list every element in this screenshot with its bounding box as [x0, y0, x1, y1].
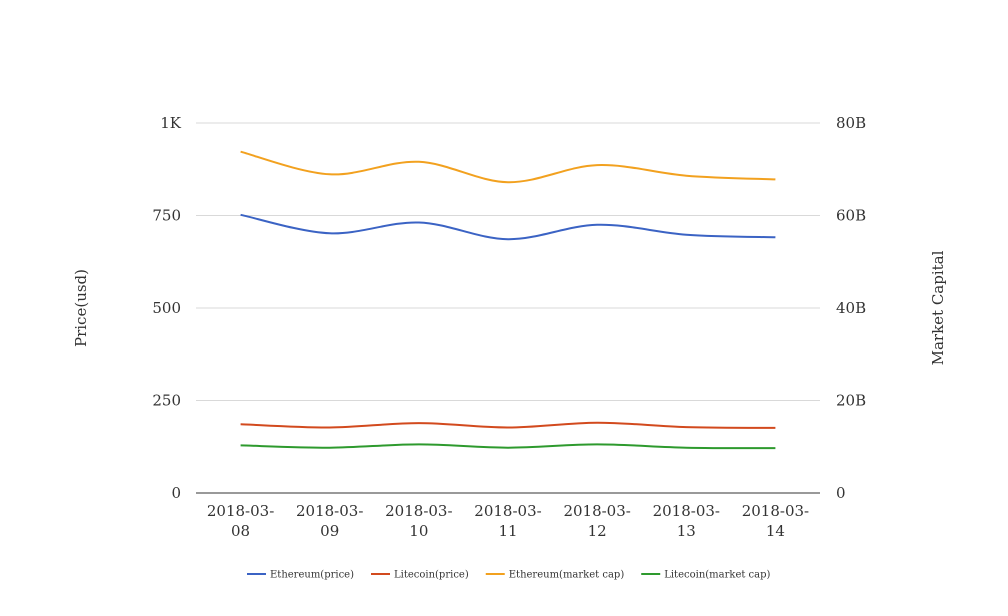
gridlines [196, 122, 820, 494]
left-axis-tick-label: 0 [171, 484, 181, 502]
right-axis-tick-label: 60B [836, 207, 866, 225]
left-axis-ticks: 0 250 500 750 1K [152, 114, 181, 502]
series-line-ethereum-market-cap [240, 150, 776, 184]
x-axis-tick-label: 2018-03-14 [742, 502, 809, 540]
series-line-litecoin-price [240, 421, 776, 429]
left-axis-tick-label: 250 [152, 392, 181, 410]
series-line-ethereum-price [240, 213, 776, 241]
left-axis-tick-label: 750 [152, 207, 181, 225]
right-axis-tick-label: 0 [836, 484, 846, 502]
left-axis-tick-label: 500 [152, 299, 181, 317]
right-axis-tick-label: 40B [836, 299, 866, 317]
x-axis-tick-label: 2018-03-10 [385, 502, 452, 540]
right-axis-tick-label: 20B [836, 392, 866, 410]
legend-item-ethereum-market-cap: Ethereum(market cap) [485, 570, 625, 581]
x-axis-tick-label: 2018-03-11 [474, 502, 541, 540]
x-axis-tick-label: 2018-03-13 [653, 502, 720, 540]
x-axis-tick-label: 2018-03-08 [207, 502, 274, 540]
x-axis-tick-label: 2018-03-09 [296, 502, 363, 540]
left-axis-title: Price(usd) [72, 269, 90, 347]
legend-item-litecoin-market-cap: Litecoin(market cap) [641, 570, 771, 581]
x-axis-ticks: 2018-03-08 2018-03-09 2018-03-10 2018-03-11… [207, 502, 809, 540]
left-axis-tick-label: 1K [160, 114, 182, 132]
right-axis-tick-label: 80B [836, 114, 866, 132]
legend-item-ethereum-price: Ethereum(price) [247, 570, 354, 581]
legend-label: Litecoin(price) [394, 570, 469, 581]
legend-label: Ethereum(price) [270, 570, 354, 581]
series-line-litecoin-market-cap [240, 443, 776, 450]
series-lines [240, 150, 776, 450]
legend-item-litecoin-price: Litecoin(price) [371, 570, 469, 581]
right-axis-ticks: 0 20B 40B 60B 80B [836, 114, 866, 502]
legend: Ethereum(price) Litecoin(price) Ethereum(m… [247, 570, 771, 581]
legend-label: Litecoin(market cap) [664, 570, 770, 581]
x-axis-tick-label: 2018-03-12 [563, 502, 630, 540]
right-axis-title: Market Capital [929, 250, 947, 365]
legend-label: Ethereum(market cap) [509, 570, 625, 581]
